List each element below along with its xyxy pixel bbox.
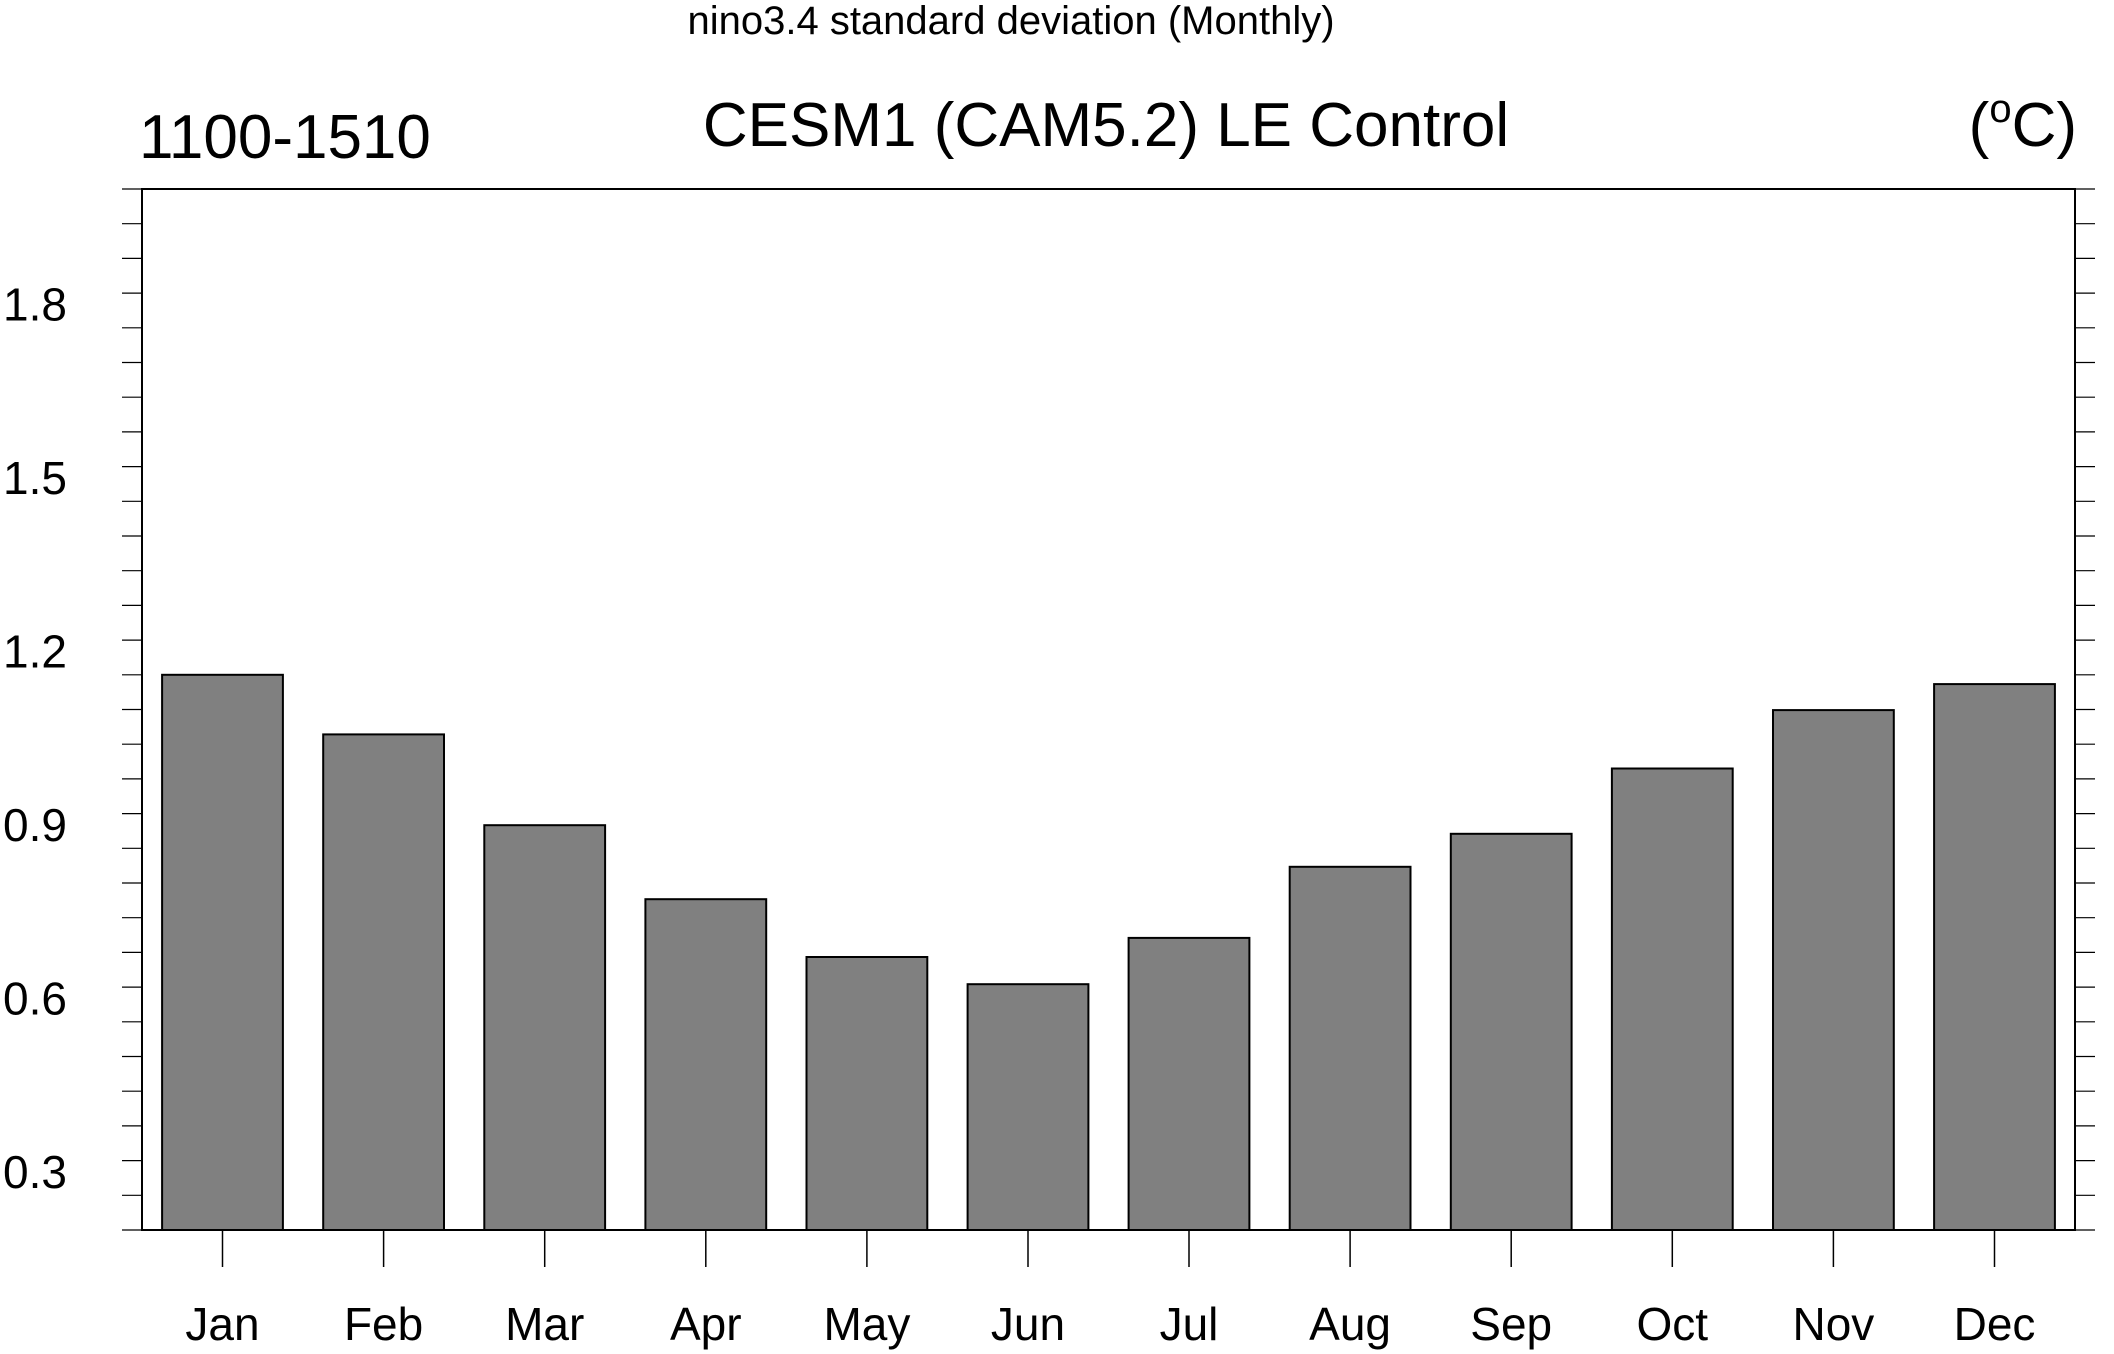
y-tick-label: 1.8 [3, 279, 67, 331]
bar-jul [1127, 936, 1251, 1232]
units-degree-superscript: o [1989, 87, 2011, 131]
x-tick-label-nov: Nov [1792, 1298, 1874, 1350]
y-tick-label: 1.5 [3, 452, 67, 504]
units-open-paren: ( [1969, 91, 1990, 160]
units-celsius: C) [2012, 91, 2077, 160]
bar-feb [322, 733, 446, 1232]
x-tick-label-mar: Mar [505, 1298, 584, 1350]
bar-sep [1449, 832, 1573, 1231]
bar-may [805, 956, 929, 1231]
x-tick-label-oct: Oct [1637, 1298, 1709, 1350]
x-tick-label-dec: Dec [1954, 1298, 2036, 1350]
center-string: CESM1 (CAM5.2) LE Control [703, 91, 1509, 160]
x-tick-label-aug: Aug [1309, 1298, 1391, 1350]
bar-nov [1772, 709, 1895, 1231]
bar-dec [1933, 683, 2056, 1231]
bar-aug [1288, 865, 1412, 1231]
plot-frame [141, 188, 2076, 1231]
x-tick-label-jun: Jun [991, 1298, 1065, 1350]
ticks-layer [122, 188, 2095, 1267]
bar-apr [644, 898, 768, 1231]
chart-title: nino3.4 standard deviation (Monthly) [687, 0, 1334, 43]
x-tick-label-may: May [823, 1298, 910, 1350]
x-tick-label-jul: Jul [1160, 1298, 1219, 1350]
y-tick-label: 1.2 [3, 626, 67, 678]
bar-jan [161, 673, 284, 1231]
x-tick-label-sep: Sep [1470, 1298, 1552, 1350]
y-tick-label: 0.9 [3, 799, 67, 851]
x-tick-label-apr: Apr [670, 1298, 742, 1350]
y-tick-label: 0.3 [3, 1146, 67, 1198]
units-label: (oC) [1969, 87, 2077, 160]
labels-layer: Jan Feb Mar Apr May Jun Jul Aug Sep Oct Nov Dec 0.3 0… [3, 279, 2035, 1350]
left-string: 1100-1510 [139, 103, 431, 172]
y-tick-label: 0.6 [3, 973, 67, 1025]
bar-mar [483, 824, 607, 1231]
bar-oct [1610, 767, 1734, 1231]
x-tick-label-feb: Feb [344, 1298, 423, 1350]
bars-layer [161, 673, 2056, 1232]
x-tick-label-jan: Jan [185, 1298, 259, 1350]
bar-jun [966, 983, 1090, 1232]
